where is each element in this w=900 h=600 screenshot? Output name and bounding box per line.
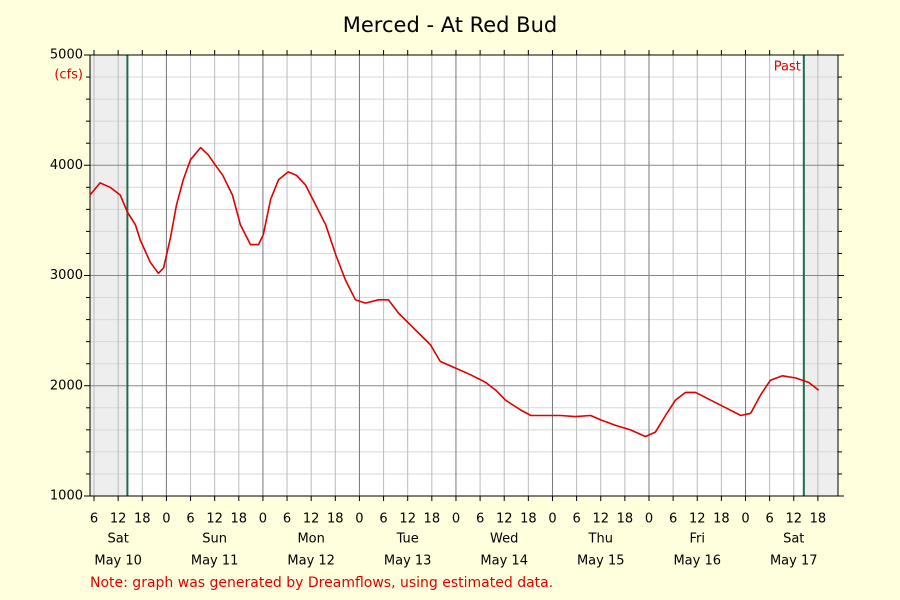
x-tick-label: 18 [231,512,248,527]
x-tick-label: 12 [496,512,513,527]
date-label: May 17 [770,554,818,569]
x-tick-label: 18 [520,512,537,527]
x-tick-label: 6 [669,512,677,527]
x-tick-label: 6 [379,512,387,527]
x-tick-label: 12 [689,512,706,527]
x-tick-label: 12 [785,512,802,527]
x-tick-label: 18 [713,512,730,527]
y-tick-label: 5000 [50,48,83,63]
y-tick-label: 2000 [50,378,83,393]
date-label: May 13 [384,554,432,569]
y-unit: (cfs) [54,68,83,83]
x-tick-label: 18 [424,512,441,527]
date-label: May 16 [673,554,721,569]
note: Note: graph was generated by Dreamflows,… [90,575,553,591]
x-tick-label: 0 [452,512,460,527]
x-tick-label: 0 [741,512,749,527]
x-tick-label: 18 [617,512,634,527]
weekday-label: Fri [689,532,705,547]
x-tick-label: 0 [548,512,556,527]
x-tick-label: 12 [592,512,609,527]
weekday-label: Sat [783,532,804,547]
weekday-label: Tue [396,532,419,547]
x-tick-label: 12 [206,512,223,527]
weekday-label: Thu [588,532,613,547]
flow-line [89,146,820,438]
weekday-label: Sun [202,532,227,547]
date-label: May 11 [191,554,239,569]
x-tick-label: 6 [90,512,98,527]
date-label: May 12 [287,554,335,569]
period-label: Past [774,60,801,75]
y-tick-label: 4000 [50,158,83,173]
x-tick-label: 12 [399,512,416,527]
x-tick-label: 6 [572,512,580,527]
weekday-label: Mon [297,532,324,547]
chart-title: Merced - At Red Bud [343,13,557,37]
x-tick-label: 18 [327,512,344,527]
x-tick-label: 6 [476,512,484,527]
x-tick-label: 6 [765,512,773,527]
x-tick-label: 0 [162,512,170,527]
date-label: May 10 [94,554,142,569]
weekday-label: Sat [107,532,128,547]
y-tick-label: 1000 [50,489,83,504]
x-tick-label: 6 [186,512,194,527]
date-label: May 14 [480,554,528,569]
x-tick-label: 18 [810,512,827,527]
x-tick-label: 6 [283,512,291,527]
date-label: May 15 [577,554,625,569]
x-tick-label: 18 [134,512,151,527]
x-tick-label: 0 [259,512,267,527]
weekday-label: Wed [490,532,518,547]
x-tick-label: 0 [355,512,363,527]
x-tick-label: 12 [303,512,320,527]
x-tick-label: 0 [645,512,653,527]
plot-frame [89,54,839,497]
y-tick-label: 3000 [50,268,83,283]
x-tick-label: 12 [110,512,127,527]
